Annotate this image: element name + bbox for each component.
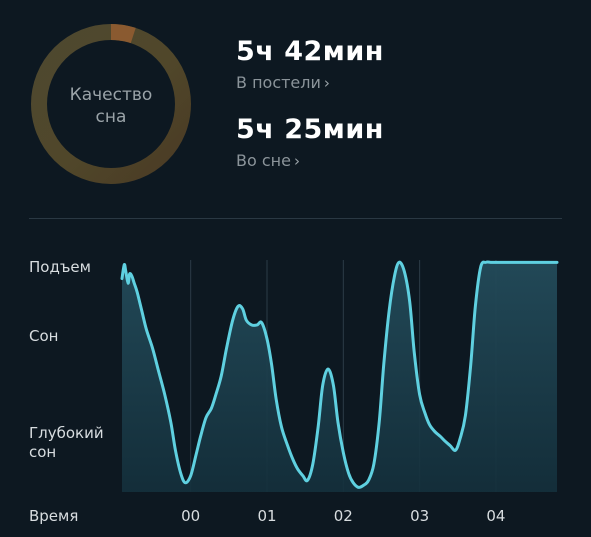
- asleep-link-label: Во сне: [236, 151, 291, 170]
- chevron-right-icon: ›: [323, 74, 330, 92]
- divider: [29, 218, 562, 219]
- x-tick-label-00: 00: [181, 507, 200, 525]
- x-tick-label-01: 01: [257, 507, 276, 525]
- sleep-series-line: [120, 260, 559, 489]
- ring-graphic: [31, 24, 191, 184]
- x-tick-label-03: 03: [410, 507, 429, 525]
- y-label-deep-sleep: Глубокий сон: [29, 424, 104, 462]
- sleep-area-fill: [122, 261, 557, 492]
- x-tick-label-02: 02: [334, 507, 353, 525]
- sleep-quality-ring[interactable]: Качество сна: [29, 22, 193, 186]
- y-label-light-sleep: Сон: [29, 327, 59, 345]
- asleep-stat: 5ч 25мин Во сне ›: [236, 114, 384, 170]
- x-axis-title: Время: [29, 507, 78, 525]
- asleep-link[interactable]: Во сне ›: [236, 151, 384, 170]
- y-label-deep-line1: Глубокий: [29, 424, 104, 442]
- ring-label: Качество сна: [29, 84, 193, 128]
- in-bed-link-label: В постели: [236, 73, 321, 92]
- ring-label-line1: Качество: [69, 85, 153, 105]
- in-bed-duration: 5ч 42мин: [236, 36, 384, 67]
- asleep-duration: 5ч 25мин: [236, 114, 384, 145]
- ring-label-line2: сна: [95, 107, 127, 127]
- x-tick-label-04: 04: [486, 507, 505, 525]
- in-bed-stat: 5ч 42мин В постели ›: [236, 36, 384, 92]
- chevron-right-icon: ›: [293, 152, 300, 170]
- in-bed-link[interactable]: В постели ›: [236, 73, 384, 92]
- y-label-wake: Подъем: [29, 258, 91, 276]
- y-label-deep-line2: сон: [29, 443, 57, 461]
- ring-progress-arc: [31, 24, 191, 184]
